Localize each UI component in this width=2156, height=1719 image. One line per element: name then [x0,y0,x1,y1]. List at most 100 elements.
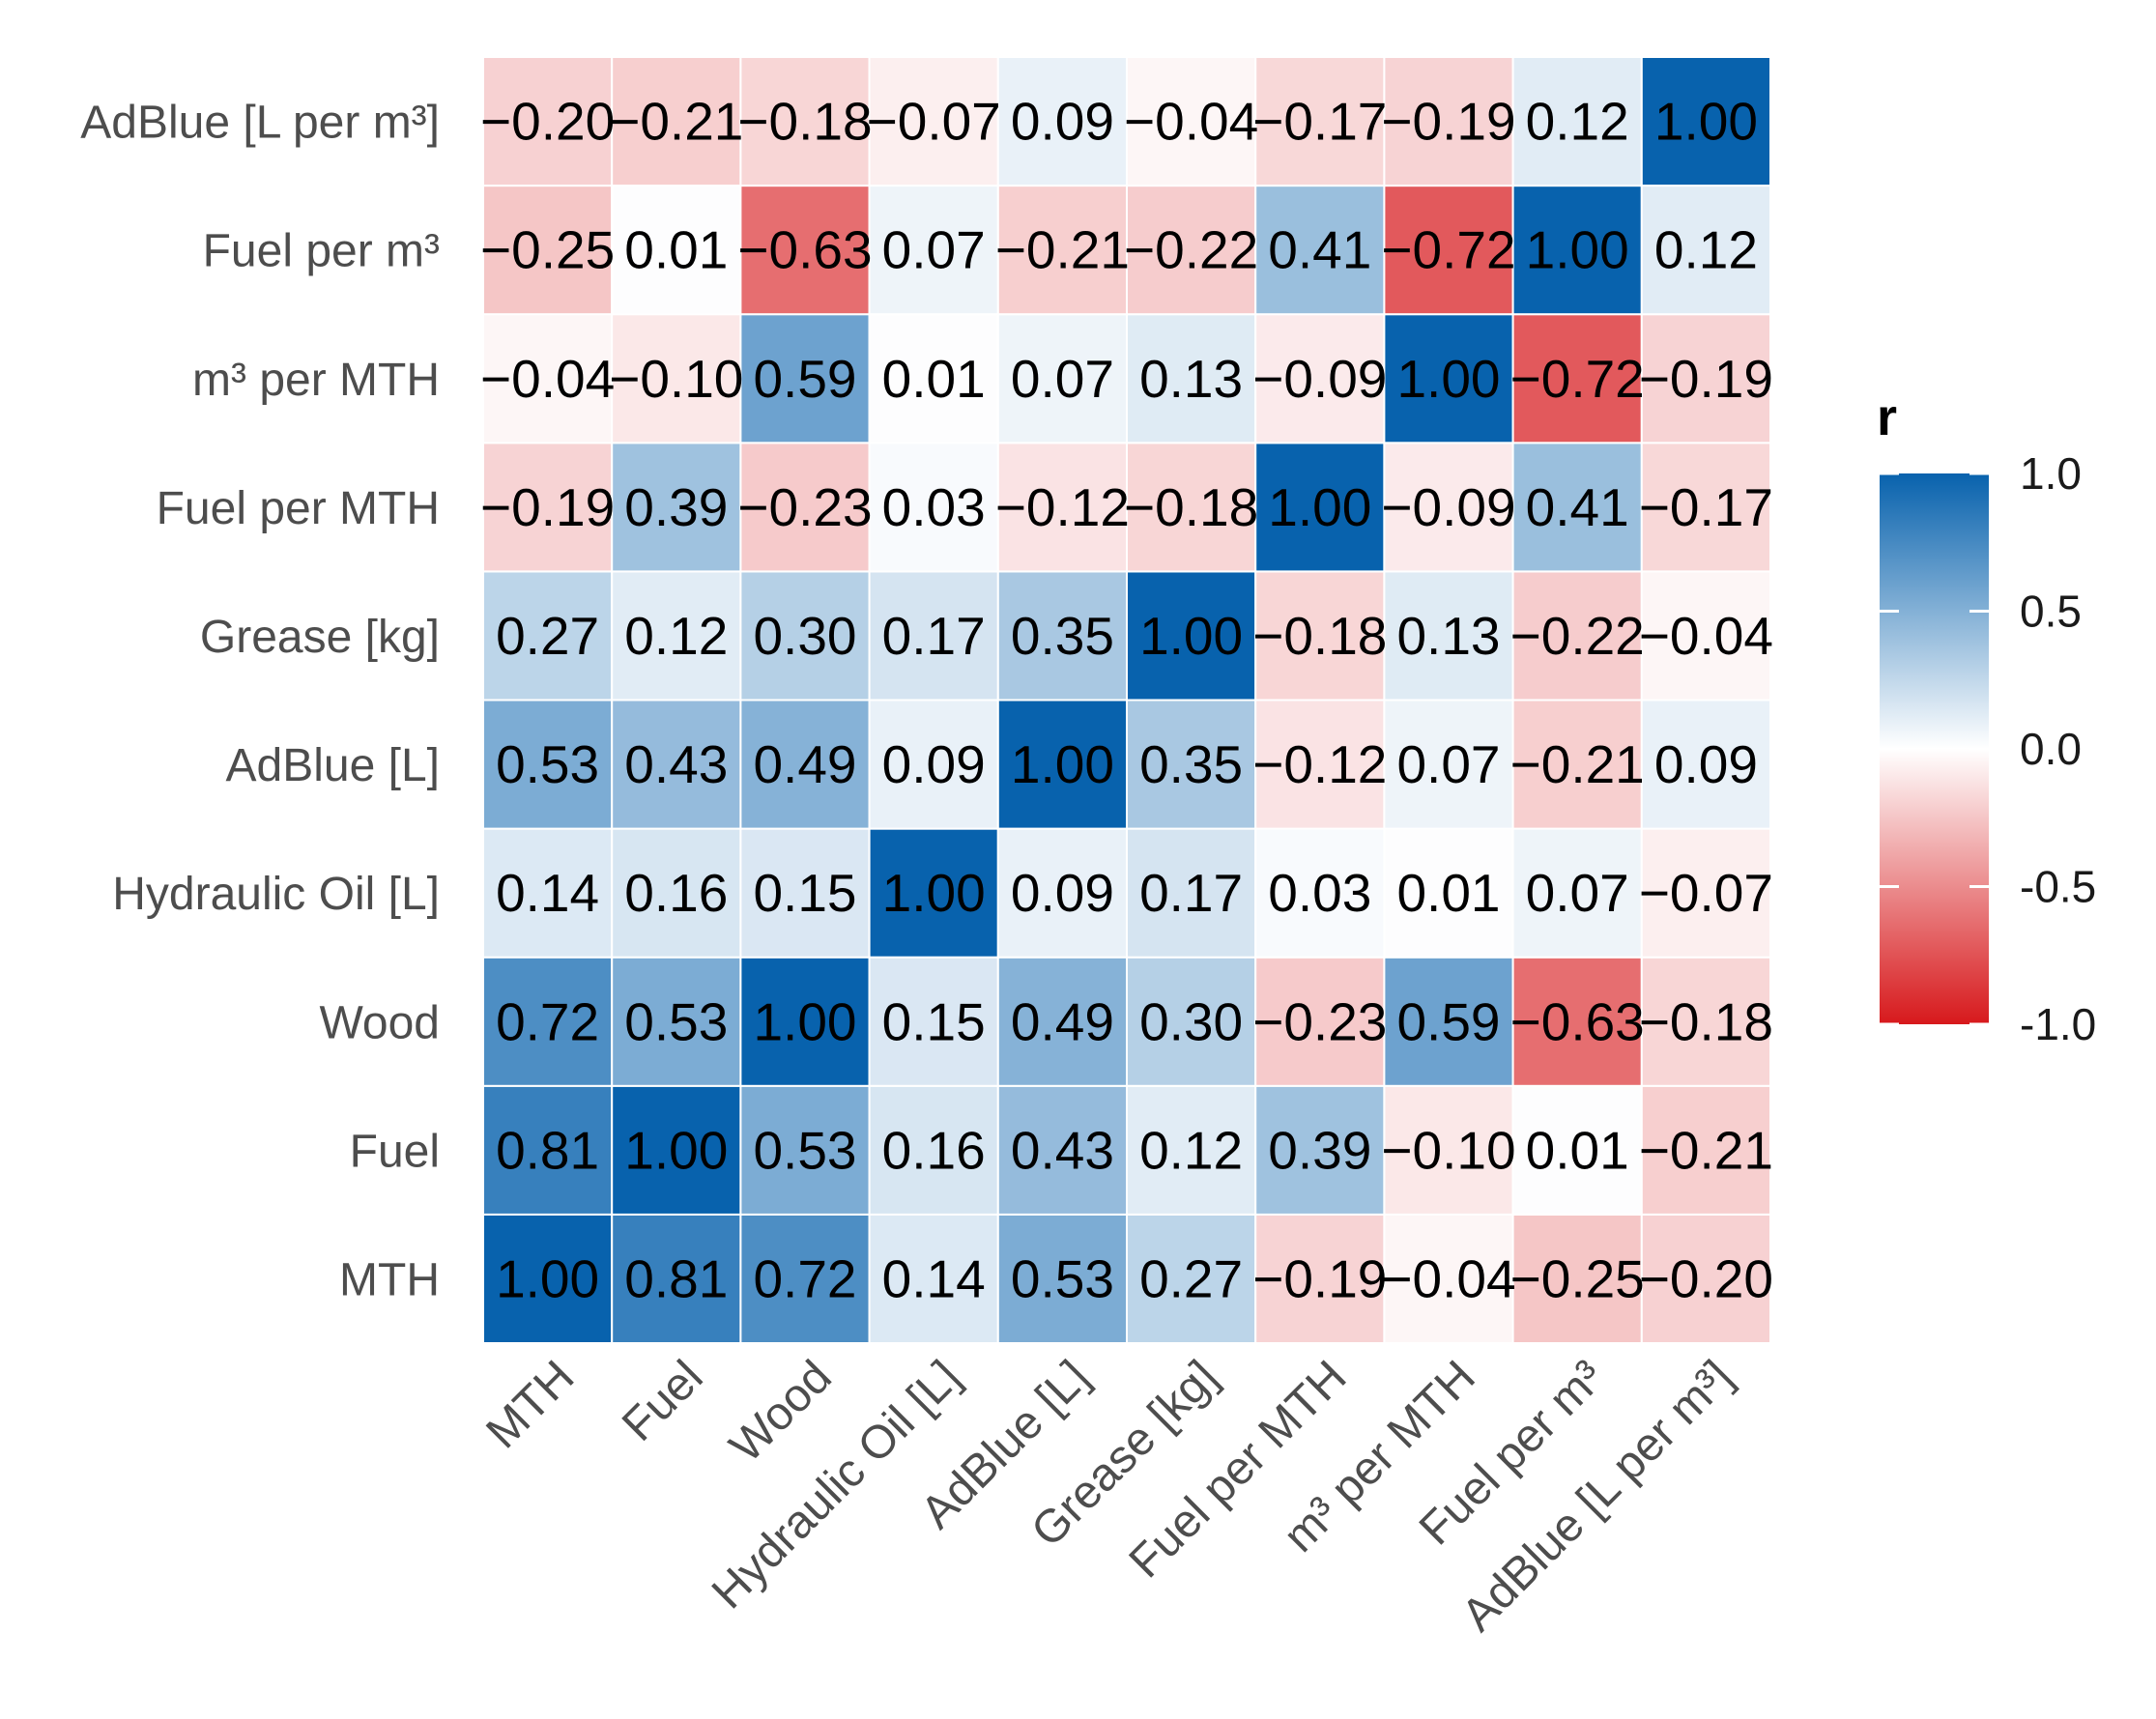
cell-value-label: 0.41 [1526,477,1629,537]
cell-value-label: 0.72 [496,991,599,1051]
x-tick-label: Wood [720,1351,842,1473]
cell-value-label: 0.01 [882,349,986,409]
x-tick-label: MTH [476,1351,584,1458]
heatmap-cell [996,699,1129,830]
heatmap-cell [482,1213,614,1345]
cell-value-label: 0.09 [1011,863,1114,923]
cell-value-label: 0.12 [1139,1120,1243,1180]
cell-value-label: −0.20 [480,92,615,152]
heatmap-cell [1511,1084,1643,1216]
heatmap-cell [1640,956,1772,1087]
heatmap-cell [868,1213,999,1345]
cell-value-label: 1.00 [1526,220,1629,280]
y-tick-label: Hydraulic Oil [L] [112,869,440,920]
cell-value-label: 0.01 [1526,1120,1629,1180]
heatmap-cell [739,185,871,316]
cell-value-label: −0.18 [1252,606,1387,666]
heatmap-cell [1254,699,1386,830]
heatmap-cell [996,956,1129,1087]
y-tick-label: MTH [339,1254,440,1305]
heatmap-cell [1640,1084,1772,1216]
heatmap-cell [1254,570,1386,702]
y-axis-tick-labels: MTH Fuel Wood Hydraulic Oil [L] AdBlue [L] Gr… [80,98,440,1306]
heatmap-cell [1254,1084,1386,1216]
cell-value-label: −0.04 [480,349,615,409]
cell-value-label: 0.43 [624,734,728,794]
heatmap-cell [1640,313,1772,444]
heatmap-cell [1126,313,1257,444]
heatmap-cell [611,56,742,187]
cell-value-label: −0.20 [1639,1248,1773,1308]
heatmap-cell [996,56,1129,187]
cell-value-label: −0.12 [1252,734,1387,794]
cell-value-label: 0.16 [624,863,728,923]
legend-title: r [1877,388,1897,446]
cell-value-label: −0.25 [1510,1248,1645,1308]
heatmap-cell [868,313,999,444]
cell-value-label: −0.04 [1124,92,1258,152]
cell-value-label: 0.12 [1526,92,1629,152]
heatmap-cell [482,56,614,187]
cell-value-label: −0.07 [1639,863,1773,923]
heatmap-cell [1383,185,1514,316]
cell-value-label: −0.21 [1510,734,1645,794]
heatmap-cell [482,699,614,830]
heatmap-cell [739,1084,871,1216]
cell-value-label: 0.16 [882,1120,986,1180]
legend-tick-label: -1.0 [2020,999,2096,1049]
cell-value-label: −0.21 [995,220,1130,280]
cell-value-label: −0.18 [1124,477,1258,537]
legend-tick-label: 0.0 [2020,724,2082,774]
heatmap-cell [996,313,1129,444]
y-tick-label: m³ per MTH [192,355,440,406]
heatmap-cell [1511,56,1643,187]
heatmap-cell [739,313,871,444]
cell-value-label: −0.22 [1510,606,1645,666]
cell-value-label: 0.81 [496,1120,599,1180]
cell-value-label: 1.00 [1011,734,1114,794]
cell-value-label: 0.07 [882,220,986,280]
heatmap-cell [611,1084,742,1216]
heatmap-cell [1126,1084,1257,1216]
cell-value-label: −0.21 [609,92,743,152]
legend-tick-label: 0.5 [2020,587,2082,637]
cell-value-label: 1.00 [496,1248,599,1308]
cell-value-label: 0.39 [624,477,728,537]
cell-value-label: −0.23 [737,477,872,537]
cell-value-label: 0.09 [1654,734,1758,794]
heatmap-cell [1383,699,1514,830]
cell-value-label: 0.01 [624,220,728,280]
heatmap-cell [1383,570,1514,702]
cell-value-label: 0.49 [753,734,856,794]
heatmap-cell [1254,56,1386,187]
heatmap-cell [1383,1084,1514,1216]
cell-value-label: −0.07 [867,92,1001,152]
heatmap-cell [1640,185,1772,316]
legend-tick-label: -0.5 [2020,862,2096,912]
cell-value-label: −0.09 [1252,349,1387,409]
heatmap-cell [611,699,742,830]
heatmap-cell [739,956,871,1087]
cell-value-label: 0.30 [753,606,856,666]
heatmap-cell [1640,827,1772,959]
heatmap-cell [868,185,999,316]
heatmap-cell [1254,313,1386,444]
cell-value-label: 0.72 [753,1248,856,1308]
cell-value-label: 0.15 [753,863,856,923]
heatmap-cell [1383,442,1514,573]
heatmap-cell [1254,956,1386,1087]
heatmap-cell [868,570,999,702]
heatmap-cell [996,185,1129,316]
cell-value-label: −0.22 [1124,220,1258,280]
heatmap-cell [1126,185,1257,316]
heatmap-cell [1383,827,1514,959]
cell-value-label: 0.14 [496,863,599,923]
cell-value-label: −0.17 [1639,477,1773,537]
heatmap-cell [1254,1213,1386,1345]
cell-value-label: −0.23 [1252,991,1387,1051]
y-tick-label: AdBlue [L] [226,740,440,791]
heatmap-cell [611,1213,742,1345]
cell-value-label: 0.14 [882,1248,986,1308]
heatmap-cell [1126,699,1257,830]
cell-value-label: 0.03 [1268,863,1371,923]
